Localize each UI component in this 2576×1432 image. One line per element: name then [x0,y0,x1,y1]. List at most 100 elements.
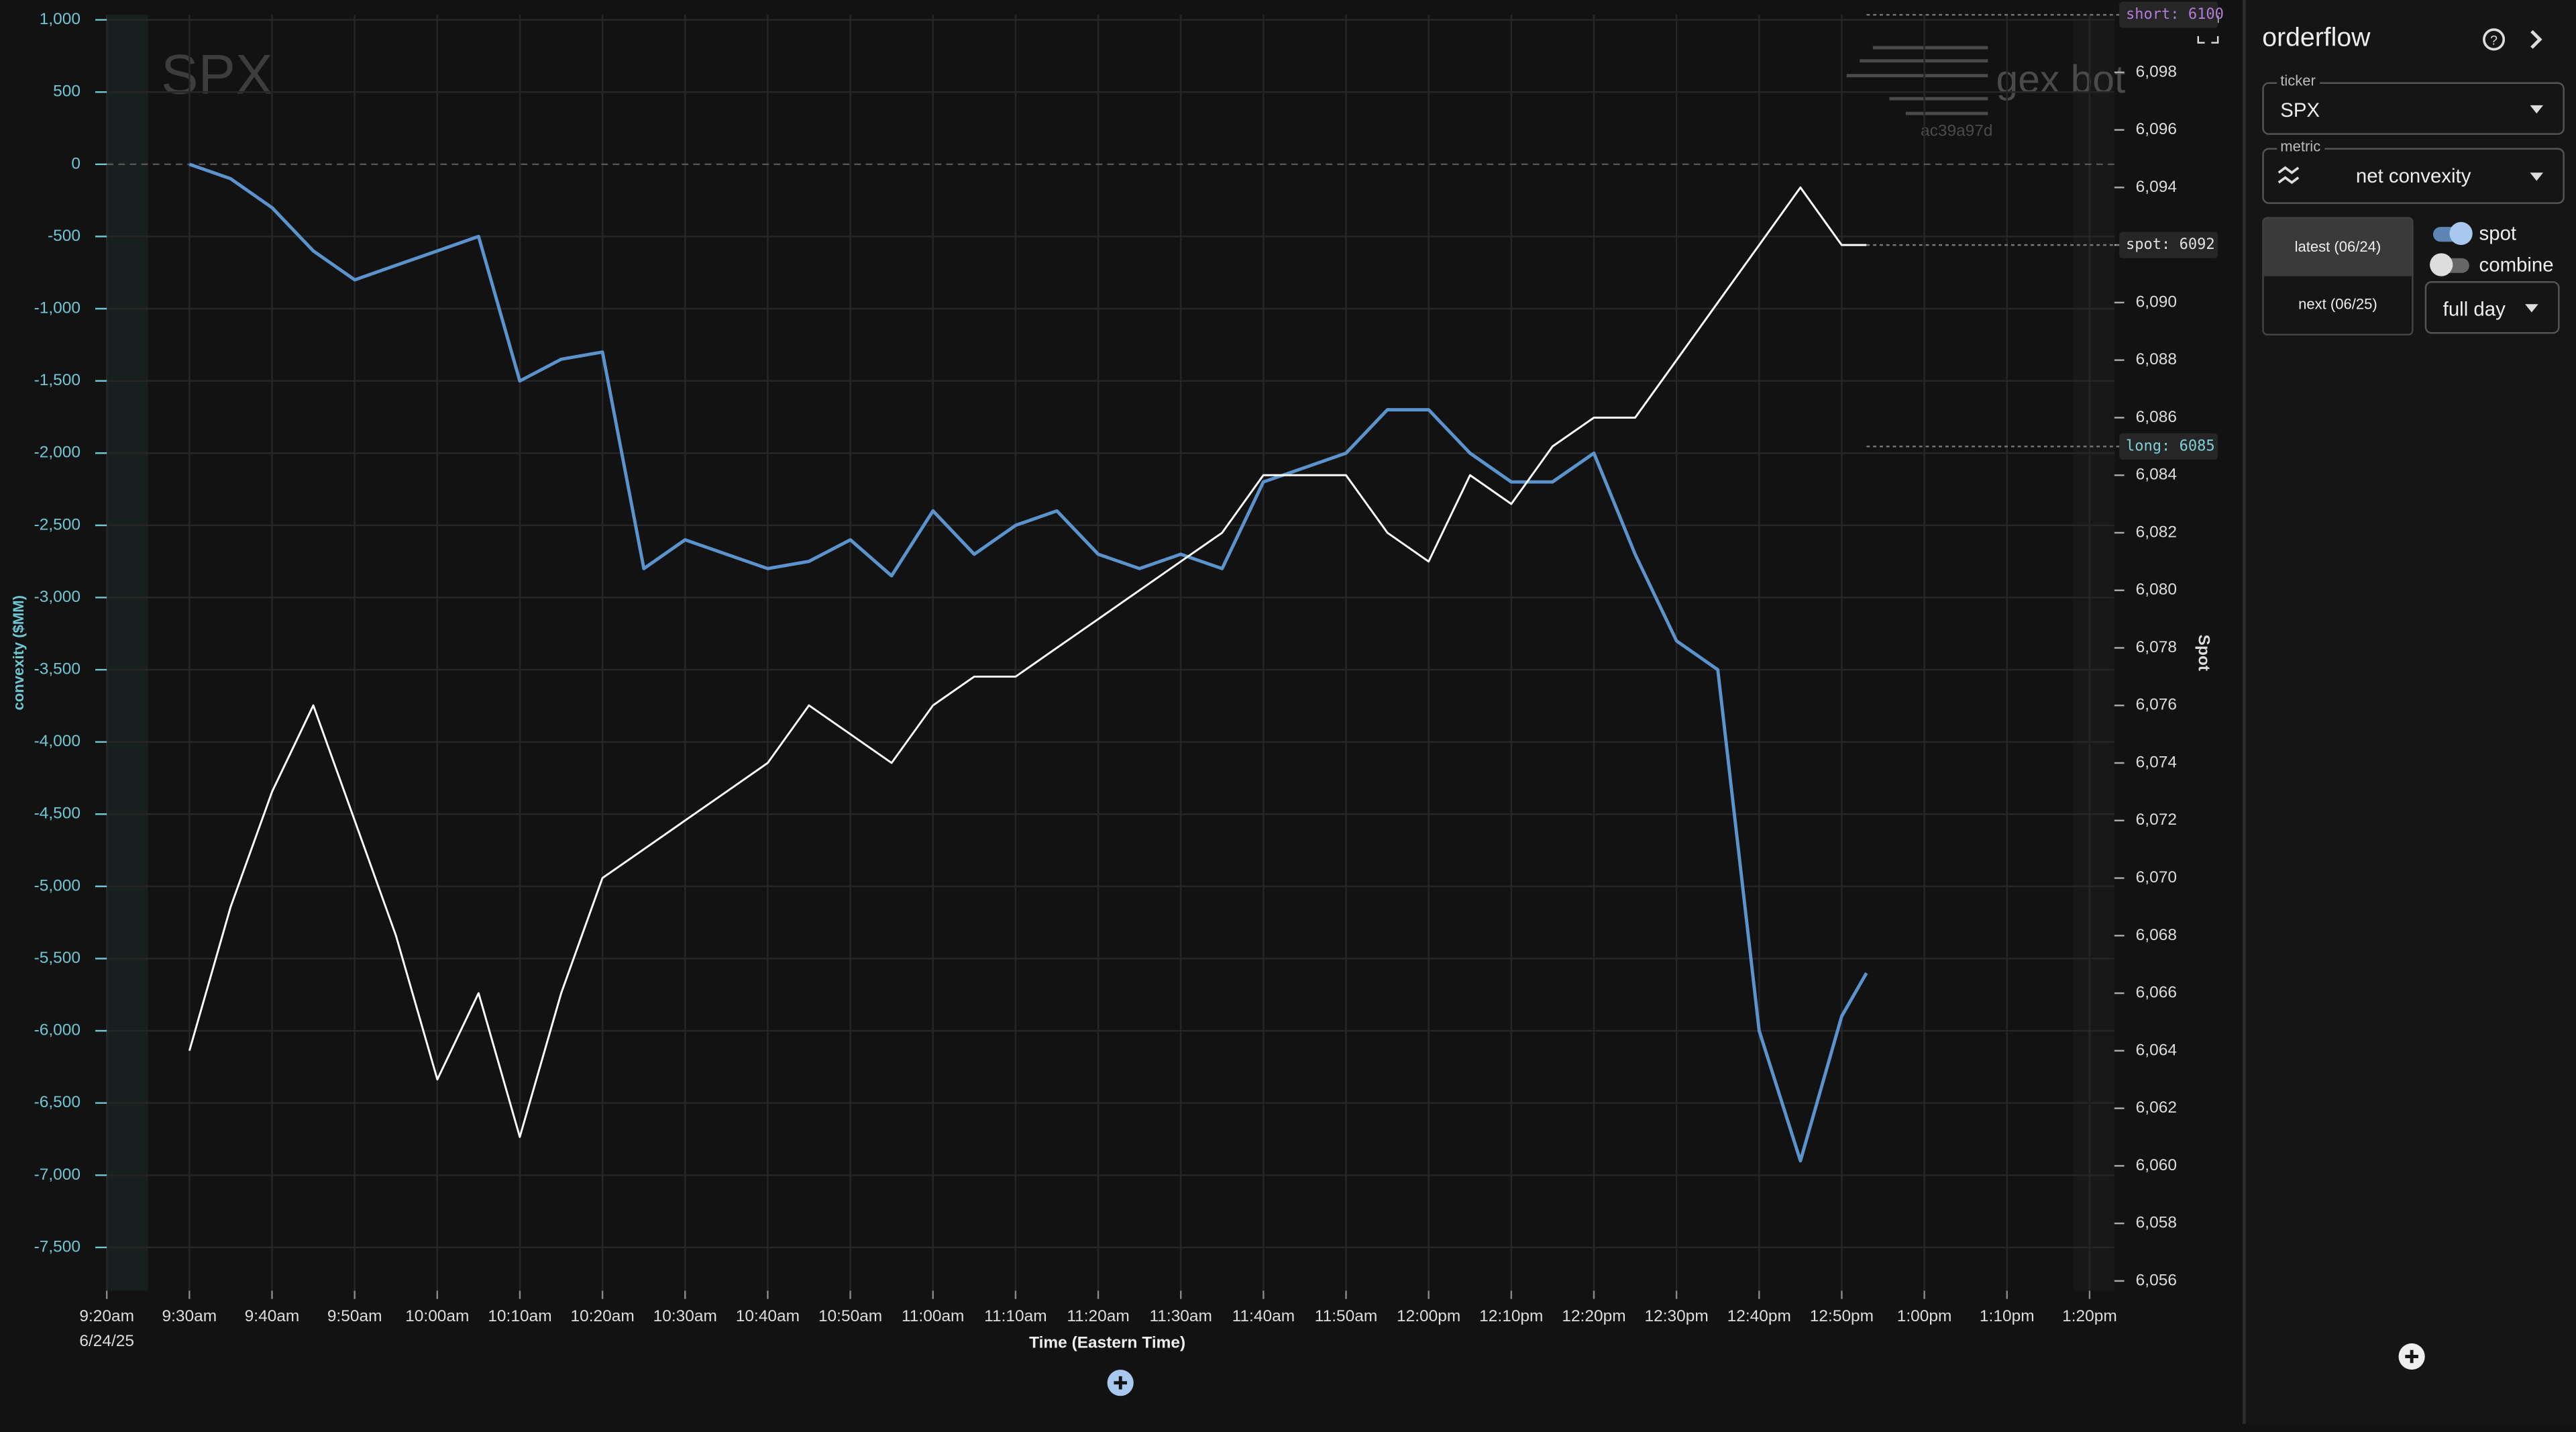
y2-tick-label: 6,086 [2136,408,2177,426]
y2-tick-label: 6,078 [2136,638,2177,656]
y2-tick-label: 6,072 [2136,811,2177,829]
x-tick-label: 9:20am [79,1307,134,1325]
y2-tick-label: 6,070 [2136,868,2177,886]
series-line [188,186,1867,1138]
y2-tick-label: 6,090 [2136,293,2177,311]
level-tag [2119,433,2218,460]
x-tick-label: 10:50am [818,1307,882,1325]
y-tick-label: -1,000 [34,299,80,317]
brand: gex bot [1996,58,2126,101]
x-tick-label: 1:00pm [1897,1307,1952,1325]
y2-tick-label: 6,082 [2136,523,2177,541]
x-tick-label: 10:00am [405,1307,469,1325]
x-tick-label: 1:20pm [2062,1307,2117,1325]
y2-tick-label: 6,056 [2136,1271,2177,1289]
y-tick-label: 500 [53,83,80,101]
range-value: full day [2443,297,2506,321]
y-tick-label: -7,500 [34,1237,80,1256]
series-line [189,162,1868,1163]
y-tick-label: 0 [71,154,80,172]
brand-logo [1846,46,1988,115]
y2-tick-label: 6,066 [2136,984,2177,1002]
build-id: ac39a97d [1921,121,1993,140]
x-tick-label: 12:20pm [1562,1307,1625,1325]
y-tick-label: -5,500 [34,949,80,967]
x-tick-label: 10:10am [488,1307,551,1325]
y2-tick-label: 6,074 [2136,753,2177,771]
panel-add-button[interactable] [2397,1341,2430,1374]
chart: SPX gex bot ac39a97d convexity ($MM) Spo… [10,1,2224,1396]
level-label: long: 6085 [2126,438,2215,454]
side-panel: orderflow ? ticker SPX metric net convexit… [2242,0,2576,1424]
panel-icons[interactable]: ? [2481,26,2546,56]
y-tick-label: -500 [48,227,80,245]
x-axis-title: Time (Eastern Time) [1029,1333,1185,1351]
level-label: spot: 6092 [2126,236,2215,253]
x-date-label: 6/24/25 [79,1332,134,1350]
x-tick-label: 10:20am [570,1307,634,1325]
y-tick-label: -3,000 [34,588,80,606]
premarket-shade [107,15,148,1291]
svg-text:?: ? [2490,33,2498,48]
y2-tick-label: 6,084 [2136,466,2177,484]
x-tick-label: 12:30pm [1645,1307,1709,1325]
range-select[interactable]: full day [2424,281,2560,334]
ticker-select[interactable]: ticker SPX [2262,72,2565,135]
y-tick-label: -6,500 [34,1093,80,1111]
toggle-label: spot [2479,221,2517,246]
watermark: SPX [161,44,273,106]
x-tick-label: 1:10pm [1980,1307,2035,1325]
x-tick-label: 12:10pm [1479,1307,1543,1325]
x-tick-label: 11:40am [1232,1307,1295,1325]
y-tick-label: -2,500 [34,515,80,533]
y2-tick-label: 6,068 [2136,926,2177,944]
x-tick-label: 11:10am [984,1307,1046,1325]
y2-axis-title: Spot [2195,635,2213,671]
ticker-label: ticker [2277,72,2319,89]
toggle-label: combine [2479,253,2554,276]
y2-tick-label: 6,060 [2136,1156,2177,1174]
level-tag [2119,232,2218,258]
x-tick-label: 10:40am [736,1307,800,1325]
expiry-button[interactable]: latest (06/24) [2263,218,2412,276]
add-button[interactable] [1107,1370,1134,1396]
expiry-button[interactable]: next (06/25) [2298,296,2377,313]
x-tick-label: 12:00pm [1397,1307,1460,1325]
y2-tick-label: 6,062 [2136,1098,2177,1117]
y-tick-label: 1,000 [40,10,80,28]
y-tick-label: -3,500 [34,660,80,678]
y-tick-label: -6,000 [34,1021,80,1039]
y-tick-label: -4,000 [34,732,80,750]
y2-tick-label: 6,076 [2136,696,2177,714]
y-axis-title: convexity ($MM) [10,595,27,710]
metric-select[interactable]: metric net convexity [2262,138,2565,204]
panel-title: orderflow [2262,24,2371,53]
grid [105,15,2114,1291]
y2-tick-label: 6,096 [2136,120,2177,138]
y2-tick-label: 6,058 [2136,1214,2177,1232]
y2-tick-label: 6,080 [2136,580,2177,599]
x-tick-label: 11:30am [1149,1307,1212,1325]
y-tick-label: -1,500 [34,371,80,389]
y2-tick-label: 6,098 [2136,62,2177,81]
x-tick-label: 11:20am [1067,1307,1129,1325]
x-tick-label: 10:30am [653,1307,717,1325]
x-tick-label: 12:40pm [1727,1307,1791,1325]
x-tick-label: 9:40am [245,1307,300,1325]
x-tick-label: 11:00am [902,1307,964,1325]
y-tick-label: -5,000 [34,876,80,894]
metric-label: metric [2277,138,2324,155]
ticker-value: SPX [2280,99,2320,122]
x-tick-label: 11:50am [1315,1307,1377,1325]
y2-tick-label: 6,094 [2136,178,2177,196]
x-tick-label: 9:30am [162,1307,217,1325]
x-tick-label: 12:50pm [1810,1307,1874,1325]
y2-tick-label: 6,064 [2136,1041,2177,1059]
level-label: short: 6100 [2126,6,2224,23]
y2-tick-label: 6,088 [2136,350,2177,368]
metric-value: net convexity [2355,164,2471,188]
y-tick-label: -2,000 [34,444,80,462]
after-shade [2073,15,2114,1291]
level-tag [2119,1,2218,28]
